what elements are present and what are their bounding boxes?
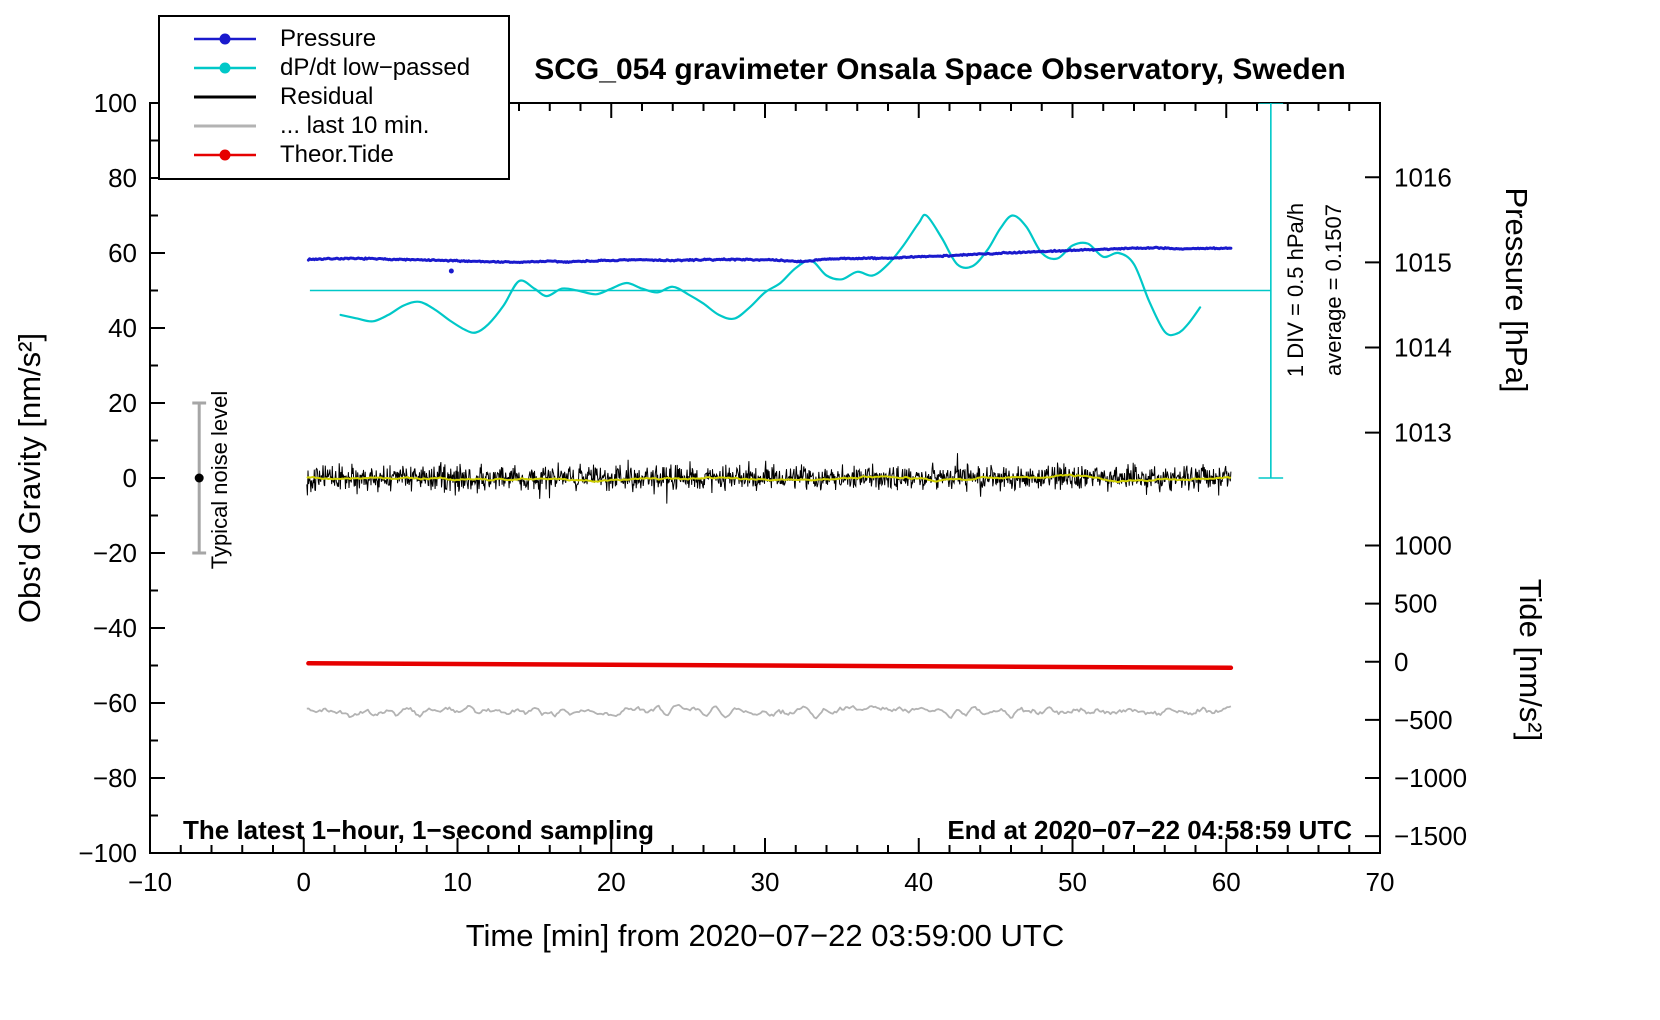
x-tick-label: 70 xyxy=(1366,867,1395,897)
legend-marker xyxy=(194,62,256,73)
x-tick-label: 50 xyxy=(1058,867,1087,897)
x-axis-title: Time [min] from 2020−07−22 03:59:00 UTC xyxy=(466,918,1065,953)
end-note: End at 2020−07−22 04:58:59 UTC xyxy=(947,815,1352,845)
tide-tick-label: 1000 xyxy=(1394,531,1452,561)
y-tick-label: 20 xyxy=(108,388,137,418)
legend-item-label: dP/dt low−passed xyxy=(280,53,471,81)
series-dpdt xyxy=(339,213,1202,337)
legend-marker xyxy=(194,149,256,160)
legend-marker xyxy=(194,124,256,127)
tide-tick-label: −1500 xyxy=(1394,821,1467,851)
series-theor_tide xyxy=(306,661,1234,671)
pressure-tick-label: 1015 xyxy=(1394,247,1452,277)
y-tick-label: 100 xyxy=(94,88,137,118)
x-tick-label: 0 xyxy=(297,867,311,897)
legend-marker xyxy=(194,33,256,44)
tide-tick-label: 500 xyxy=(1394,589,1437,619)
legend-item-label: Pressure xyxy=(280,24,377,52)
sampling-note: The latest 1−hour, 1−second sampling xyxy=(183,815,654,845)
legend-item: Pressure xyxy=(160,24,508,53)
tide-tick-label: −500 xyxy=(1394,705,1453,735)
pressure-tick-label: 1014 xyxy=(1394,333,1452,363)
y-tick-label: 80 xyxy=(108,163,137,193)
tide-tick-label: −1000 xyxy=(1394,763,1467,793)
series-pressure xyxy=(306,245,1233,265)
x-tick-label: 20 xyxy=(597,867,626,897)
y-tick-label: −40 xyxy=(93,613,137,643)
series-outlier-dot xyxy=(448,268,454,274)
legend-item: Residual xyxy=(160,82,508,111)
legend-item-label: ... last 10 min. xyxy=(280,111,430,139)
x-tick-label: 30 xyxy=(751,867,780,897)
pressure-tick-label: 1013 xyxy=(1394,418,1452,448)
noise-level-label: Typical noise level xyxy=(207,391,232,570)
chart-texts: SCG_054 gravimeter Onsala Space Observat… xyxy=(12,53,1548,953)
pressure-axis-title: Pressure [hPa] xyxy=(1499,187,1534,392)
series-residual xyxy=(306,453,1232,504)
y-tick-label: 40 xyxy=(108,313,137,343)
y-tick-label: 60 xyxy=(108,238,137,268)
series-residual_lowpass xyxy=(306,473,1232,483)
div-scale-label: 1 DIV = 0.5 hPa/h xyxy=(1283,203,1308,377)
legend-marker xyxy=(194,95,256,98)
pressure-tick-label: 1016 xyxy=(1394,162,1452,192)
tide-tick-label: 0 xyxy=(1394,647,1408,677)
legend-item: dP/dt low−passed xyxy=(160,53,508,82)
noise-level-dot xyxy=(194,473,204,483)
x-tick-label: 60 xyxy=(1212,867,1241,897)
y-axis-title: Obs'd Gravity [nm/s²] xyxy=(12,333,47,623)
tide-axis-title: Tide [nm/s²] xyxy=(1513,579,1548,742)
data-series xyxy=(306,213,1234,720)
chart-title: SCG_054 gravimeter Onsala Space Observat… xyxy=(534,53,1346,86)
y-tick-label: −20 xyxy=(93,538,137,568)
x-tick-label: 40 xyxy=(904,867,933,897)
series-last10 xyxy=(306,704,1232,720)
legend: Pressure dP/dt low−passed Residual... last… xyxy=(158,15,510,180)
x-tick-label: 10 xyxy=(443,867,472,897)
y-tick-label: −60 xyxy=(93,688,137,718)
x-tick-label: −10 xyxy=(128,867,172,897)
y-tick-label: −80 xyxy=(93,763,137,793)
legend-item-label: Theor.Tide xyxy=(280,140,394,168)
reference-marks xyxy=(192,103,1284,555)
div-average-label: average = 0.1507 xyxy=(1321,204,1346,376)
legend-item: Theor.Tide xyxy=(160,140,508,169)
y-tick-label: 0 xyxy=(123,463,137,493)
y-tick-label: −100 xyxy=(78,838,137,868)
legend-item-label: Residual xyxy=(280,82,374,110)
legend-item: ... last 10 min. xyxy=(160,111,508,140)
